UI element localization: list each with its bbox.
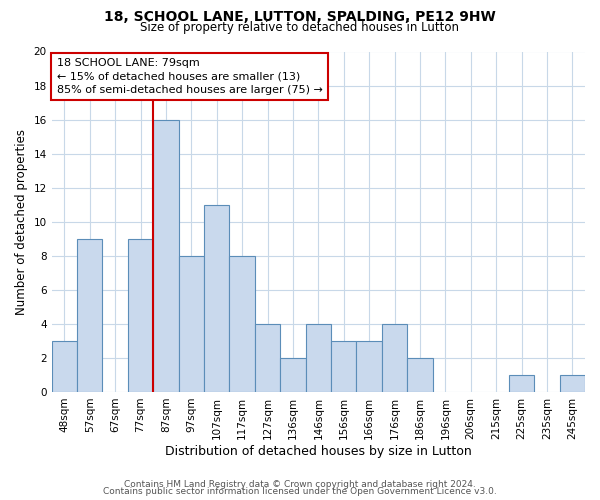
Bar [331, 341, 356, 392]
Bar [560, 375, 585, 392]
Bar [509, 375, 534, 392]
Y-axis label: Number of detached properties: Number of detached properties [15, 128, 28, 314]
Bar [255, 324, 280, 392]
Bar [77, 239, 103, 392]
Text: 18, SCHOOL LANE, LUTTON, SPALDING, PE12 9HW: 18, SCHOOL LANE, LUTTON, SPALDING, PE12 … [104, 10, 496, 24]
Bar [356, 341, 382, 392]
Text: Contains public sector information licensed under the Open Government Licence v3: Contains public sector information licen… [103, 487, 497, 496]
Bar [305, 324, 331, 392]
Text: Contains HM Land Registry data © Crown copyright and database right 2024.: Contains HM Land Registry data © Crown c… [124, 480, 476, 489]
Bar [280, 358, 305, 392]
Bar [204, 204, 229, 392]
Bar [407, 358, 433, 392]
Text: Size of property relative to detached houses in Lutton: Size of property relative to detached ho… [140, 21, 460, 34]
Bar [382, 324, 407, 392]
X-axis label: Distribution of detached houses by size in Lutton: Distribution of detached houses by size … [165, 444, 472, 458]
Bar [52, 341, 77, 392]
Text: 18 SCHOOL LANE: 79sqm
← 15% of detached houses are smaller (13)
85% of semi-deta: 18 SCHOOL LANE: 79sqm ← 15% of detached … [57, 58, 323, 94]
Bar [153, 120, 179, 392]
Bar [179, 256, 204, 392]
Bar [229, 256, 255, 392]
Bar [128, 239, 153, 392]
